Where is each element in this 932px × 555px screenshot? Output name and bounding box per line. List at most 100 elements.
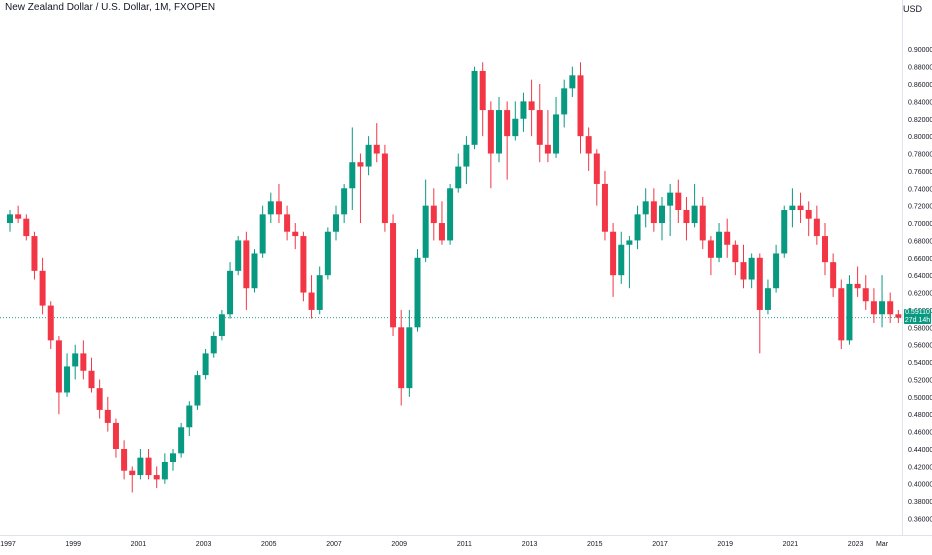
candle-body	[259, 214, 266, 254]
x-tick-label: 2013	[522, 541, 538, 548]
candle-body	[691, 205, 698, 224]
candle-body	[544, 144, 551, 154]
candle-body	[39, 270, 46, 306]
candle-body	[64, 366, 71, 393]
candle-body	[186, 405, 193, 428]
x-tick-label: 1997	[0, 541, 16, 548]
y-tick-label: 0.50000	[908, 395, 932, 402]
candle-body	[308, 292, 315, 310]
y-tick-label: 0.84000	[908, 99, 932, 106]
candle-body	[496, 110, 502, 154]
candle-body	[7, 214, 13, 224]
candle-body	[553, 114, 560, 154]
y-tick-label: 0.52000	[908, 377, 932, 384]
time-axis-divider	[0, 535, 932, 536]
last-price-value: 0.59110	[905, 309, 930, 316]
x-tick-label: Mar	[876, 541, 889, 548]
x-tick-label: 2017	[652, 541, 668, 548]
candle-body	[862, 288, 869, 302]
y-tick-label: 0.82000	[908, 117, 932, 124]
candle-body	[210, 336, 217, 354]
candle-body	[422, 205, 429, 258]
y-tick-label: 0.38000	[908, 499, 932, 506]
candle-body	[373, 144, 380, 154]
y-tick-label: 0.76000	[908, 169, 932, 176]
candle-body	[520, 101, 527, 119]
candle-body	[789, 205, 796, 211]
candle-body	[80, 353, 87, 371]
candle-body	[447, 188, 454, 241]
price-axis-divider	[902, 0, 903, 535]
candle-body	[618, 244, 625, 276]
candle-body	[667, 192, 674, 206]
candle-body	[406, 327, 413, 389]
candle-body	[593, 153, 600, 184]
candle-body	[137, 457, 144, 476]
candle-body	[365, 144, 372, 167]
candle-body	[251, 253, 258, 289]
candle-body	[267, 201, 274, 215]
candle-body	[104, 409, 111, 423]
candle-body	[675, 192, 682, 211]
candle-body	[561, 88, 568, 115]
candle-body	[275, 201, 282, 215]
candle-body	[577, 75, 584, 137]
candle-body	[813, 218, 820, 237]
x-tick-label: 2005	[261, 541, 277, 548]
candle-body	[822, 236, 828, 263]
candle-body	[349, 162, 356, 189]
candle-body	[161, 462, 168, 480]
x-tick-label: 2011	[457, 541, 472, 548]
candle-body	[72, 353, 79, 367]
candle-body	[699, 205, 706, 241]
candle-body	[764, 288, 771, 310]
candle-body	[781, 210, 788, 254]
candle-body	[381, 153, 388, 224]
candle-body	[438, 223, 445, 241]
candle-body	[601, 183, 608, 232]
candle-body	[23, 218, 30, 237]
candle-body	[471, 70, 478, 145]
candle-body	[626, 240, 633, 245]
candle-body	[528, 101, 535, 111]
y-tick-label: 0.64000	[908, 273, 932, 280]
candle-body	[479, 70, 486, 111]
candle-body	[153, 475, 160, 480]
y-tick-label: 0.36000	[908, 517, 932, 524]
candle-body	[324, 231, 331, 276]
y-tick-label: 0.44000	[908, 447, 932, 454]
y-tick-label: 0.80000	[908, 134, 932, 141]
y-tick-label: 0.42000	[908, 464, 932, 471]
x-tick-label: 2023	[848, 541, 864, 548]
y-tick-label: 0.62000	[908, 291, 932, 298]
candle-body	[740, 262, 747, 280]
y-tick-label: 0.72000	[908, 204, 932, 211]
y-tick-label: 0.54000	[908, 360, 932, 367]
candle-body	[659, 205, 665, 224]
y-tick-label: 0.40000	[908, 482, 932, 489]
candle-body	[569, 75, 576, 89]
candle-body	[724, 231, 731, 245]
candle-body	[805, 210, 812, 219]
candle-body	[756, 257, 763, 310]
candle-body	[463, 144, 470, 167]
candle-body	[31, 236, 38, 271]
y-tick-label: 0.56000	[908, 343, 932, 350]
y-tick-label: 0.68000	[908, 238, 932, 245]
symbol-title[interactable]: New Zealand Dollar / U.S. Dollar, 1M, FX…	[5, 2, 216, 13]
candle-body	[47, 305, 54, 341]
candle-body	[838, 288, 845, 341]
x-tick-label: 2019	[717, 541, 733, 548]
x-tick-label: 2007	[326, 541, 342, 548]
candle-body	[390, 223, 397, 328]
y-tick-label: 0.66000	[908, 256, 932, 263]
candle-body	[300, 236, 307, 293]
currency-label[interactable]: USD	[902, 4, 922, 14]
x-tick-label: 2015	[587, 541, 603, 548]
candle-body	[642, 201, 649, 215]
candle-body	[707, 240, 714, 258]
x-tick-label: 2003	[196, 541, 212, 548]
x-tick-label: 2009	[391, 541, 407, 548]
